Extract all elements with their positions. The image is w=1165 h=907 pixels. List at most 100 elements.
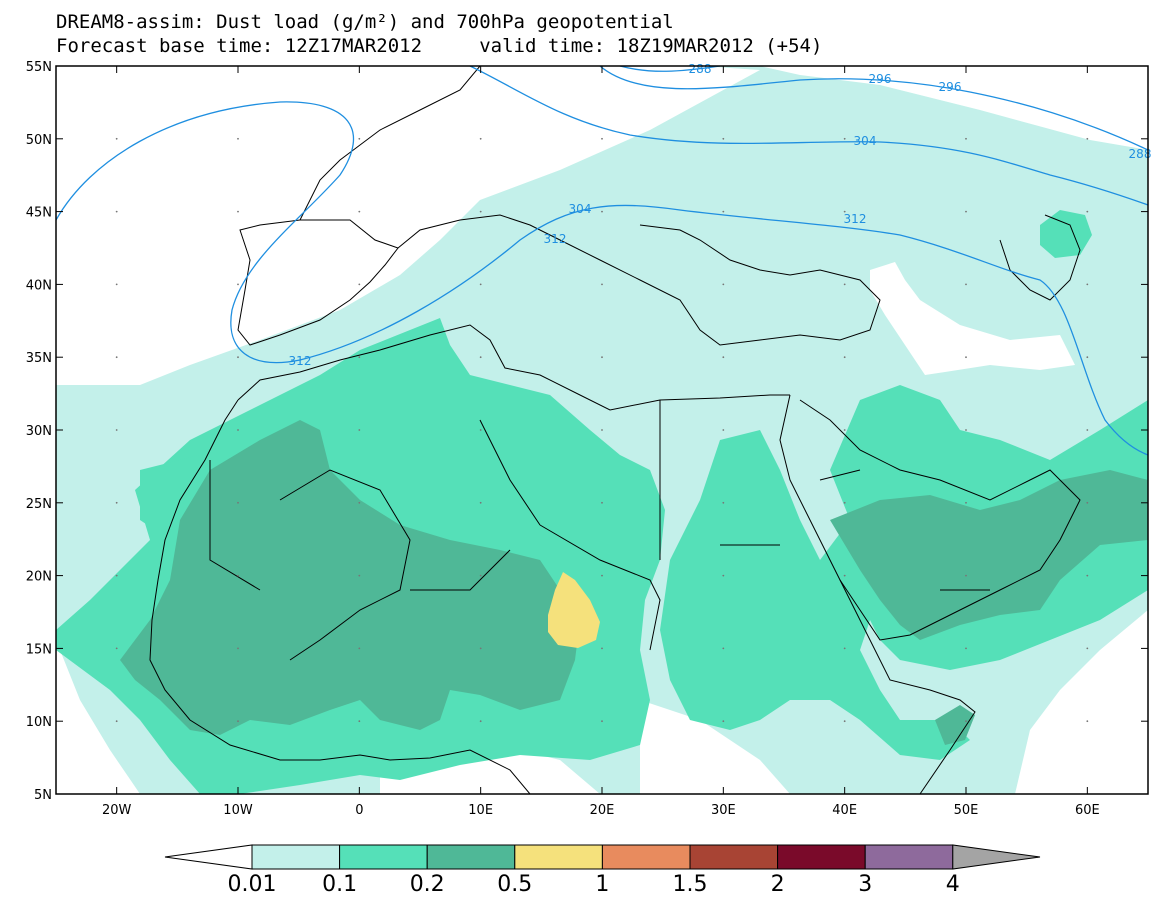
grid-dot <box>722 720 725 723</box>
grid-dot <box>479 137 482 140</box>
lat-tick-label: 30N <box>26 424 52 439</box>
coastlines-and-borders <box>149 66 1081 794</box>
grid-dot <box>843 647 846 650</box>
lon-tick-label: 40E <box>832 803 857 818</box>
map-title-line-1: DREAM8-assim: Dust load (g/m²) and 700hP… <box>56 11 674 33</box>
grid-dot <box>237 356 239 359</box>
grid-dot <box>1086 210 1089 213</box>
grid-dot <box>479 647 482 650</box>
colorbar-swatch <box>426 844 516 870</box>
grid-dot <box>965 283 967 286</box>
grid-dot <box>601 501 603 504</box>
grid-dot <box>843 720 846 723</box>
colorbar-label: 1 <box>595 872 609 897</box>
grid-dot <box>1086 501 1089 504</box>
grid-dot <box>115 429 118 431</box>
border-lines <box>209 400 990 661</box>
no-dust-region-southwest <box>56 640 140 794</box>
colorbar-label: 0.1 <box>322 872 357 897</box>
colorbar-label: 3 <box>858 872 872 897</box>
grid-dot <box>843 137 846 140</box>
grid-dot <box>1086 720 1089 723</box>
dust-level-0.5-chad <box>548 572 600 648</box>
colorbar-swatch <box>864 844 954 870</box>
coastline-west-africa <box>149 399 531 794</box>
dust-level-0.2-west-africa <box>120 420 580 735</box>
lon-tick-label: 60E <box>1075 803 1100 818</box>
lon-tick-label: 20E <box>590 803 615 818</box>
grid-dot <box>722 501 725 504</box>
coastline-caspian <box>999 214 1081 301</box>
grid-dot <box>237 720 239 723</box>
colorbar-label: 0.01 <box>228 872 277 897</box>
grid-dot <box>479 356 482 359</box>
lat-tick-label: 50N <box>26 133 52 148</box>
grid-dot <box>722 429 725 431</box>
grid-dot <box>843 501 846 504</box>
contour-label: 304 <box>854 134 877 148</box>
contour-label: 312 <box>844 212 867 226</box>
grid-dot <box>722 210 725 213</box>
colorbar-label: 0.5 <box>497 872 532 897</box>
grid-dot <box>965 720 967 723</box>
lon-tick-label: 20W <box>102 803 132 818</box>
contour-label: 288 <box>689 62 712 76</box>
grid-dot <box>722 574 725 577</box>
colorbar-swatch <box>251 844 341 870</box>
grid-dot <box>115 283 118 286</box>
no-dust-region-north <box>760 66 1148 150</box>
lat-tick-label: 5N <box>34 788 52 803</box>
grid-dot <box>601 283 603 286</box>
grid-dot <box>358 137 361 140</box>
grid-dot <box>843 356 846 359</box>
dust-level-0.1-caspian <box>1040 210 1092 258</box>
grid-dot <box>358 283 361 286</box>
grid-dot <box>965 356 967 359</box>
grid-dot <box>1086 574 1089 577</box>
grid-dot <box>358 574 361 577</box>
grid-dot <box>237 210 239 213</box>
colorbar-label: 2 <box>771 872 785 897</box>
grid-dot <box>1086 283 1089 286</box>
lat-tick-label: 40N <box>26 278 52 293</box>
lat-tick-label: 35N <box>26 351 52 366</box>
map-axes: 55N 50N 45N 40N 35N 30N 25N 20N 15N 10N 5N 20W 10W 0 1… <box>26 60 1148 818</box>
colorbar-label: 0.2 <box>410 872 445 897</box>
grid-dot <box>479 283 482 286</box>
grid-dot <box>601 137 603 140</box>
colorbar-swatch <box>777 844 866 870</box>
colorbar-swatch <box>601 844 691 870</box>
lon-tick-label: 50E <box>954 803 979 818</box>
grid-dot <box>965 210 967 213</box>
grid-dot <box>479 429 482 431</box>
grid-dot <box>115 720 118 723</box>
grid-dot <box>843 574 846 577</box>
grid-dot <box>358 501 361 504</box>
colorbar-label: 1.5 <box>673 872 708 897</box>
grid-dot <box>237 574 239 577</box>
grid-dot <box>479 574 482 577</box>
grid-dot <box>965 429 967 431</box>
grid-dot <box>1086 356 1089 359</box>
colorbar-over-arrow <box>952 844 1041 870</box>
no-dust-region-iran <box>870 262 1075 375</box>
grid-dot <box>237 501 239 504</box>
contour-288 <box>619 66 721 72</box>
dust-level-0.2-somalia <box>935 705 975 745</box>
grid-dot <box>1086 137 1089 140</box>
grid-dot <box>358 429 361 431</box>
grid-dot <box>722 356 725 359</box>
no-dust-region-northwest <box>56 66 760 385</box>
contour-label: 296 <box>939 80 962 94</box>
geopotential-contours <box>56 66 1148 456</box>
grid-dot <box>843 283 846 286</box>
lat-tick-label: 15N <box>26 642 52 657</box>
grid-dot <box>722 137 725 140</box>
coastline-north-africa <box>237 324 790 411</box>
lon-tick-label: 0 <box>355 803 363 818</box>
grid-dot <box>358 210 361 213</box>
colorbar-under-arrow <box>164 844 253 870</box>
lat-tick-label: 45N <box>26 206 52 221</box>
lon-tick-label: 10W <box>223 803 253 818</box>
contour-296 <box>599 66 1148 151</box>
